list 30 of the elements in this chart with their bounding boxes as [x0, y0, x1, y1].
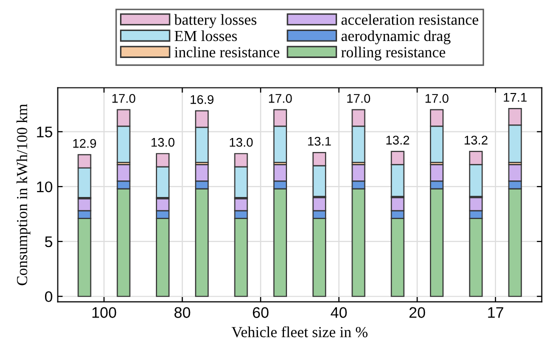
total-label: 17.1: [504, 93, 527, 102]
total-label: 16.9: [190, 95, 214, 104]
legend-label: rolling resistance: [341, 46, 446, 61]
total-label: 13.1: [308, 136, 331, 146]
total-label: 13.2: [464, 136, 488, 145]
total-label: 17.0: [268, 94, 292, 103]
total-label: 13.2: [386, 136, 410, 145]
x-tick-label: 40: [330, 307, 347, 318]
total-label: 17.0: [112, 94, 136, 103]
legend-label: EM losses: [174, 30, 237, 42]
total-label: 13.0: [230, 138, 253, 147]
total-label: 13.0: [152, 138, 174, 147]
legend-label: aerodynamic drag: [341, 30, 451, 44]
legend-label: incline resistance: [174, 46, 280, 58]
total-label: 17.0: [426, 94, 448, 103]
y-tick-label: 15: [37, 126, 52, 138]
y-tick-label: 0: [44, 291, 52, 302]
total-label: 17.0: [347, 94, 370, 103]
x-axis-title: Vehicle fleet size in %: [232, 326, 368, 338]
x-tick-label: 100: [92, 307, 116, 318]
legend-label: acceleration resistance: [341, 14, 478, 25]
y-tick-label: 5: [45, 236, 52, 248]
x-tick-label: 60: [252, 307, 269, 318]
total-label: 12.9: [73, 139, 96, 148]
y-axis-title: Consumption in kWh/100 km: [16, 104, 30, 286]
x-tick-label: 80: [174, 307, 190, 318]
x-tick-label: 20: [409, 307, 426, 318]
x-tick-label: 17: [488, 307, 504, 318]
y-tick-label: 10: [37, 181, 52, 192]
legend-label: battery losses: [174, 14, 256, 28]
